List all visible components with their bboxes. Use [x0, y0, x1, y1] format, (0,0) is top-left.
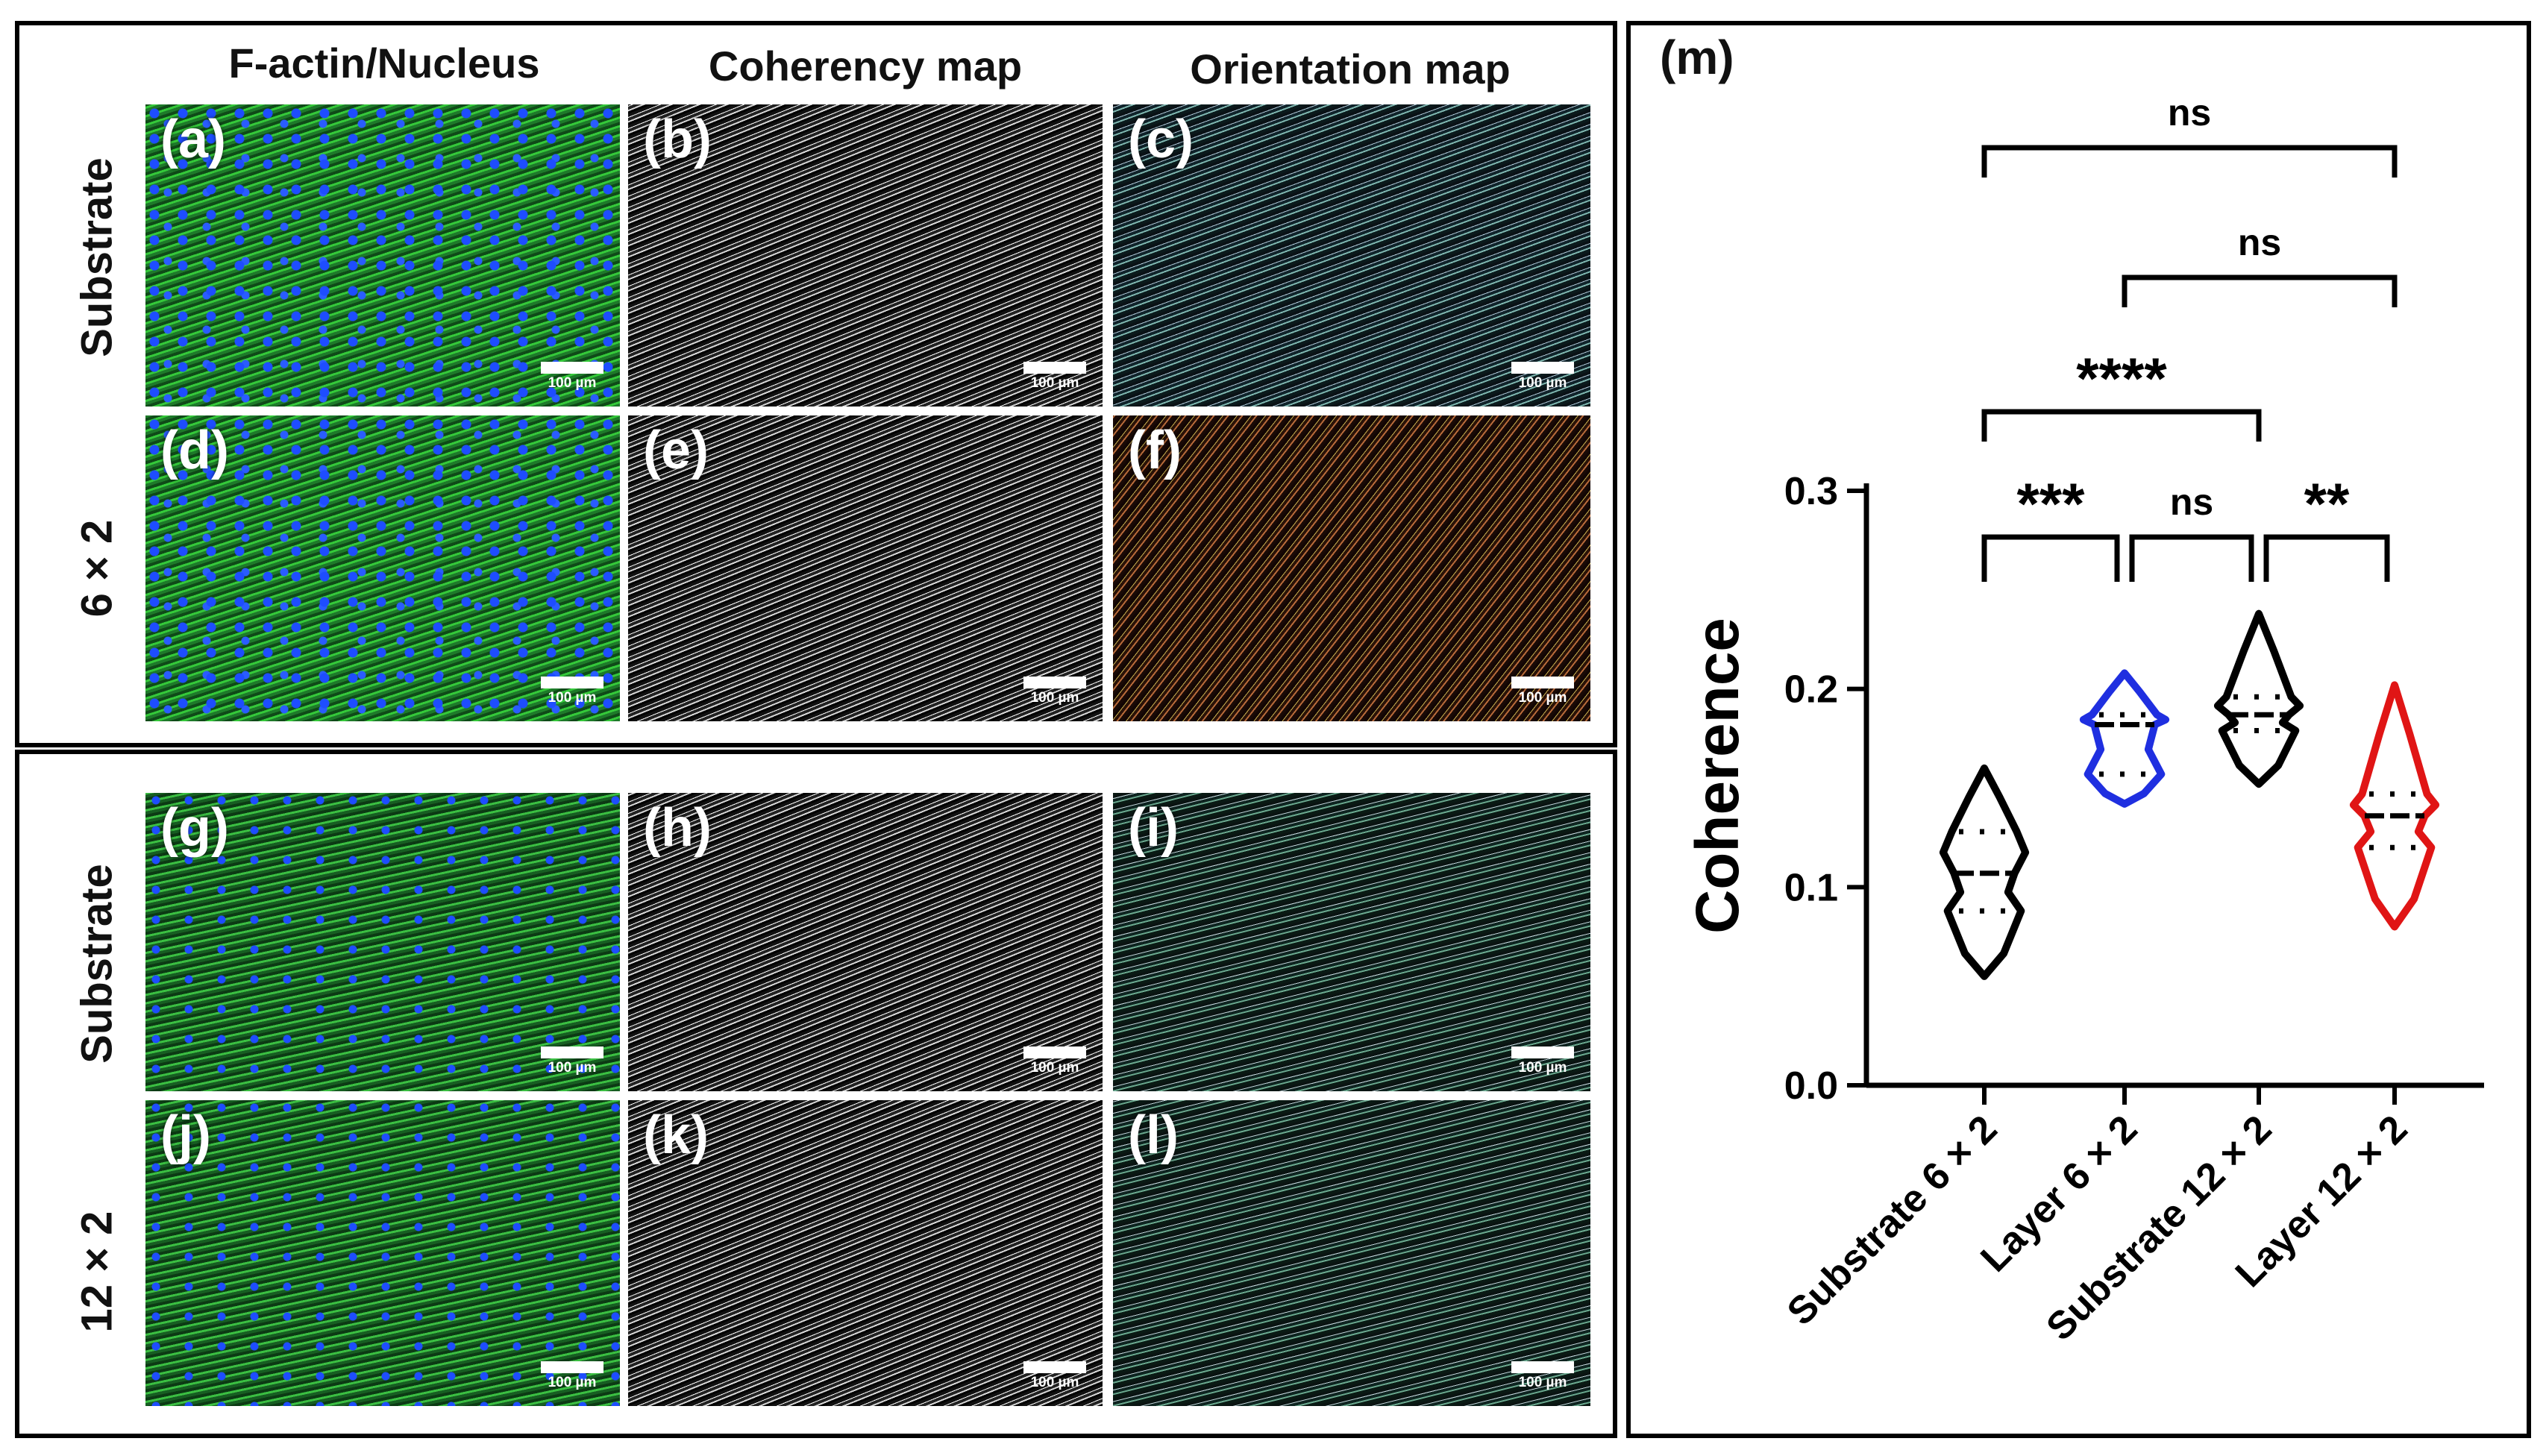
row-label-12x2: 12 × 2: [72, 1211, 122, 1333]
scale-bar: 100 µm: [1511, 362, 1574, 392]
scale-bar: 100 µm: [1023, 1361, 1086, 1391]
panel-label: (l): [1128, 1105, 1179, 1165]
micrograph-f: (f) 100 µm: [1113, 415, 1590, 721]
column-title-orientation: Orientation map: [1190, 46, 1511, 92]
y-tick-label: 0.2: [1784, 668, 1838, 712]
panel-label: (d): [160, 421, 229, 480]
scale-bar: 100 µm: [541, 677, 603, 706]
panel-label: (c): [1128, 110, 1194, 169]
scale-bar: 100 µm: [1023, 1046, 1086, 1076]
scale-bar: 100 µm: [1511, 677, 1574, 706]
micrograph-i: (i) 100 µm: [1113, 793, 1590, 1091]
panel-label: (b): [643, 110, 712, 169]
chart-panel-label: (m): [1660, 31, 1734, 84]
row-label-substrate-6x2: Substrate: [72, 157, 122, 357]
y-tick-label: 0.1: [1784, 866, 1838, 909]
significance-bracket: [1981, 145, 2398, 178]
y-tick-label: 0.0: [1784, 1064, 1838, 1108]
x-tick-label: Substrate 12 × 2: [2038, 1107, 2280, 1349]
row-label-6x2: 6 × 2: [72, 519, 122, 618]
panel-label: (k): [643, 1105, 709, 1165]
panel-label: (g): [160, 798, 229, 858]
significance-label: ***: [2016, 471, 2085, 536]
column-title-factin: F-actin/Nucleus: [228, 40, 540, 87]
significance-label: **: [2304, 471, 2350, 536]
violin-shape: [2349, 681, 2440, 931]
panel-label: (h): [643, 798, 712, 858]
significance-bracket: [2122, 274, 2398, 307]
significance-bracket: [1981, 534, 2120, 582]
panel-label: (j): [160, 1105, 211, 1165]
significance-label: ns: [2170, 481, 2213, 523]
micrograph-a: (a) 100 µm: [145, 104, 620, 407]
violin-shape: [2213, 609, 2304, 788]
significance-bracket: [2263, 534, 2390, 582]
x-tick-label: Substrate 6 × 2: [1779, 1107, 2006, 1334]
scale-bar: 100 µm: [1023, 677, 1086, 706]
scale-bar: 100 µm: [541, 1046, 603, 1076]
micrograph-e: (e) 100 µm: [628, 415, 1103, 721]
scale-bar: 100 µm: [541, 362, 603, 392]
significance-label: ns: [2168, 92, 2211, 134]
panel-label: (i): [1128, 798, 1179, 858]
y-tick-label: 0.3: [1784, 470, 1838, 513]
scale-bar: 100 µm: [541, 1361, 603, 1391]
micrograph-k: (k) 100 µm: [628, 1100, 1103, 1406]
significance-label: ns: [2238, 222, 2281, 263]
violin-shape: [2079, 669, 2170, 808]
row-label-substrate-12x2: Substrate: [72, 864, 122, 1064]
panel-label: (f): [1128, 421, 1182, 480]
micrograph-l: (l) 100 µm: [1113, 1100, 1590, 1406]
column-title-coherency: Coherency map: [708, 43, 1023, 90]
micrograph-c: (c) 100 µm: [1113, 104, 1590, 407]
panel-label: (e): [643, 421, 709, 480]
violin-shape: [1939, 764, 2030, 980]
significance-label: ****: [2076, 345, 2167, 411]
significance-bracket: [1981, 409, 2262, 442]
scale-bar: 100 µm: [1023, 362, 1086, 392]
scale-bar: 100 µm: [1511, 1046, 1574, 1076]
significance-bracket: [2129, 534, 2254, 582]
y-axis-label: Coherence: [1684, 618, 1752, 934]
scale-bar: 100 µm: [1511, 1361, 1574, 1391]
micrograph-j: (j) 100 µm: [145, 1100, 620, 1406]
micrograph-d: (d) 100 µm: [145, 415, 620, 721]
panel-label: (a): [160, 110, 226, 169]
micrograph-b: (b) 100 µm: [628, 104, 1103, 407]
micrograph-h: (h) 100 µm: [628, 793, 1103, 1091]
micrograph-g: (g) 100 µm: [145, 793, 620, 1091]
